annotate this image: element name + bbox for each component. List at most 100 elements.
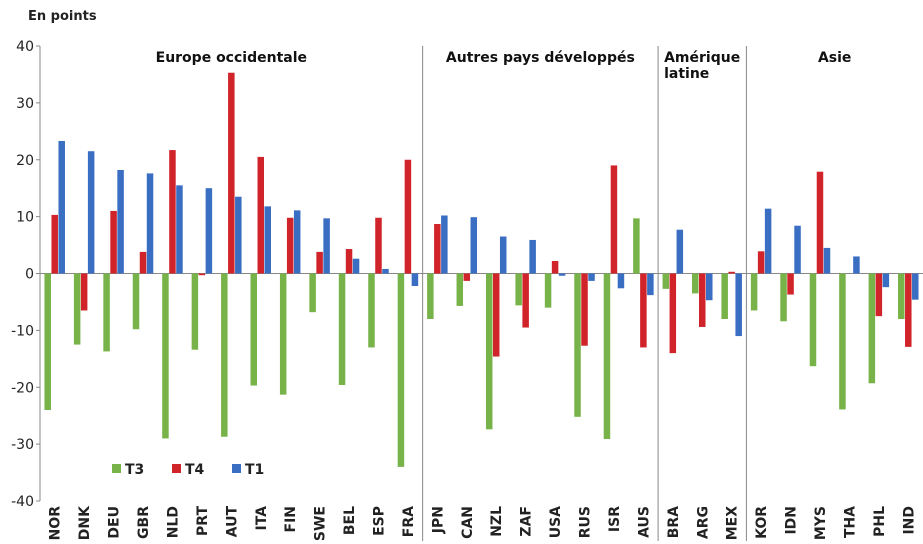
bar <box>221 273 228 437</box>
bar <box>750 273 758 311</box>
bar <box>80 273 88 311</box>
bar <box>581 273 588 346</box>
x-tick-label: IND <box>901 506 917 535</box>
bar <box>757 251 765 274</box>
bar <box>117 169 124 274</box>
bar <box>352 258 360 274</box>
bar <box>286 217 294 274</box>
group-label: Europe occidentale <box>155 50 307 66</box>
bar <box>397 273 405 467</box>
legend-label: T3 <box>125 462 144 478</box>
bar <box>382 268 389 274</box>
x-tick-label: IDN <box>784 506 800 535</box>
bar <box>191 273 199 350</box>
group-label: Autres pays développés <box>445 50 635 66</box>
bar <box>699 273 706 327</box>
x-tick-label: FIN <box>283 506 299 533</box>
bar <box>73 273 81 345</box>
bar <box>721 273 728 319</box>
bar <box>235 196 242 274</box>
bar <box>603 273 611 440</box>
y-tick-label: -30 <box>11 437 34 453</box>
bar <box>441 215 448 274</box>
x-tick-label: AUT <box>224 506 240 538</box>
legend-swatch <box>112 464 121 473</box>
bar <box>198 273 206 276</box>
bar <box>323 218 330 274</box>
group-label: Asie <box>817 50 852 66</box>
bar <box>162 273 169 439</box>
bar <box>544 273 552 308</box>
bar <box>485 273 493 430</box>
bar <box>809 273 817 367</box>
y-tick-label: 0 <box>25 267 34 283</box>
bar <box>44 273 51 410</box>
y-tick-label: 10 <box>16 210 34 226</box>
bar <box>463 273 471 281</box>
bar <box>293 210 301 274</box>
x-tick-label: DNK <box>77 505 93 540</box>
bar <box>427 273 434 319</box>
x-tick-label: MEX <box>725 506 741 540</box>
bar <box>492 273 500 357</box>
bar <box>404 159 412 274</box>
x-tick-label: GBR <box>136 506 152 539</box>
bar <box>515 273 522 306</box>
bar <box>633 218 640 274</box>
bar <box>264 206 271 274</box>
bar <box>588 273 595 281</box>
x-tick-label: ZAF <box>519 506 535 537</box>
legend-swatch <box>232 464 241 473</box>
bar <box>853 256 860 274</box>
legend-swatch <box>172 464 181 473</box>
bar <box>823 247 831 274</box>
bar <box>794 225 801 274</box>
bar <box>662 273 670 289</box>
x-tick-label: PRT <box>195 506 211 536</box>
bar <box>706 273 713 301</box>
bar <box>470 217 478 274</box>
x-tick-label: FRA <box>401 506 417 537</box>
y-tick-label: 40 <box>16 39 34 55</box>
y-tick-label: 20 <box>16 153 34 169</box>
bar <box>103 273 110 352</box>
x-tick-label: AUS <box>636 506 652 538</box>
legend-label: T4 <box>185 462 205 478</box>
bar <box>228 72 235 274</box>
x-tick-label: ARG <box>695 506 711 539</box>
bar <box>787 273 794 295</box>
bar <box>912 273 919 300</box>
bar <box>499 236 507 274</box>
bar <box>647 273 654 296</box>
bar <box>676 229 684 274</box>
x-tick-label: KOR <box>754 506 770 539</box>
x-tick-label: SWE <box>313 506 329 541</box>
x-tick-label: ISR <box>607 506 623 532</box>
bar <box>58 140 65 274</box>
x-tick-label: NLD <box>165 506 181 538</box>
bar <box>551 260 559 274</box>
bar <box>338 273 346 385</box>
bar <box>882 273 890 288</box>
bar <box>411 273 419 287</box>
bar <box>368 273 375 348</box>
x-tick-label: NZL <box>489 506 505 537</box>
bar <box>898 273 905 319</box>
bar <box>146 173 154 274</box>
bar <box>257 156 264 274</box>
bar <box>132 273 140 330</box>
y-tick-label: 30 <box>16 96 34 112</box>
bar <box>640 273 647 348</box>
bar <box>176 185 183 274</box>
bar <box>728 271 735 274</box>
x-tick-label: MYS <box>813 506 829 540</box>
bar <box>309 273 316 313</box>
bar <box>692 273 699 294</box>
x-tick-label: BEL <box>342 506 358 535</box>
y-tick-label: -40 <box>11 494 34 510</box>
bar <box>839 273 846 410</box>
bar <box>375 217 382 274</box>
bar <box>522 273 529 328</box>
x-tick-label: CAN <box>460 506 476 539</box>
